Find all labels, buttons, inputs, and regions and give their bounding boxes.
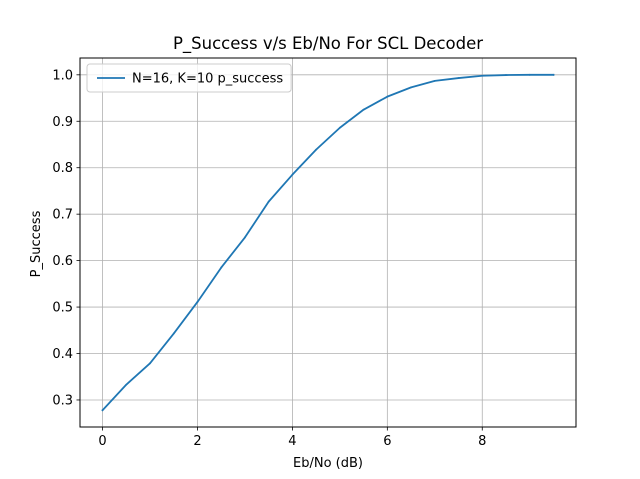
y-tick-label: 0.3: [52, 393, 73, 408]
data-point: [125, 383, 128, 386]
x-tick-label: 4: [288, 434, 296, 449]
x-tick-label: 2: [193, 434, 201, 449]
y-tick-label: 0.7: [52, 208, 73, 223]
y-tick-label: 0.4: [52, 347, 73, 362]
data-point: [552, 73, 555, 76]
x-tick-label: 6: [383, 434, 391, 449]
data-point: [481, 74, 484, 77]
plot-frame: [79, 57, 577, 428]
data-point: [457, 77, 460, 79]
x-axis-label: Eb/No (dB): [293, 456, 363, 471]
series-line: [101, 73, 555, 412]
data-point: [196, 301, 199, 303]
data-point: [410, 86, 412, 89]
y-tick-label: 0.6: [52, 254, 73, 269]
data-point: [386, 95, 389, 98]
legend-box: [86, 63, 292, 93]
y-tick-label: 0.9: [52, 115, 73, 130]
grid: [80, 58, 576, 427]
chart-title: P_Success v/s Eb/No For SCL Decoder: [173, 34, 483, 54]
data-point: [433, 79, 436, 82]
legend: N=16, K=10 p_success: [86, 63, 292, 93]
data-point: [149, 362, 151, 365]
data-point: [362, 108, 365, 111]
data-point: [220, 266, 223, 269]
y-tick-label: 0.5: [52, 301, 73, 316]
data-point: [244, 236, 246, 239]
data-point: [338, 126, 341, 129]
y-axis: 0.3 0.4 0.5 0.6 0.7 0.8 0.9 1.0: [52, 68, 80, 408]
y-tick-label: 1.0: [52, 68, 73, 83]
legend-label: N=16, K=10 p_success: [132, 72, 283, 87]
y-tick-label: 0.8: [52, 161, 73, 176]
data-point: [101, 409, 104, 412]
x-axis: 0 2 4 6 8: [98, 427, 486, 449]
x-tick-label: 0: [98, 434, 106, 449]
data-point: [528, 73, 531, 76]
data-point: [291, 173, 294, 176]
y-axis-label: P_Success: [29, 210, 44, 277]
data-point: [267, 200, 270, 203]
data-point: [505, 74, 507, 76]
series-group: [101, 73, 555, 412]
x-tick-label: 8: [478, 434, 486, 449]
data-point: [172, 332, 175, 335]
data-point: [315, 148, 318, 151]
